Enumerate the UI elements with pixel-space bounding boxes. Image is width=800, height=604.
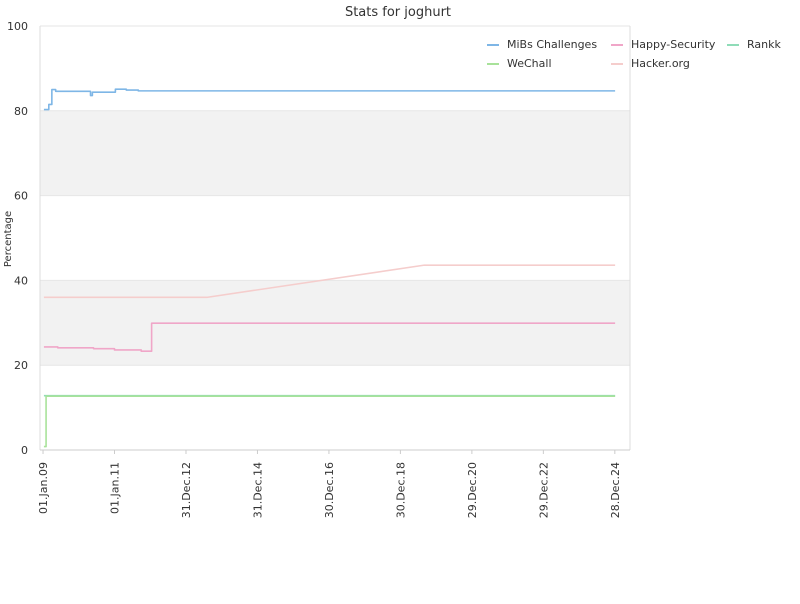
y-tick-label: 80 — [14, 105, 28, 118]
y-tick-label: 60 — [14, 190, 28, 203]
axes: 0 20 40 60 80 100 01.Jan.09 01.Jan.11 31.Dec.12 3… — [7, 20, 631, 518]
x-tick-label: 01.Jan.09 — [37, 462, 50, 514]
legend-label-wechall: WeChall — [507, 57, 552, 70]
x-tick-label: 30.Dec.18 — [394, 462, 407, 518]
legend-label-hacker-org: Hacker.org — [631, 57, 690, 70]
legend-label-happy-security: Happy-Security — [631, 38, 716, 51]
x-tick-label: 30.Dec.16 — [323, 462, 336, 518]
legend-label-rankk: Rankk — [747, 38, 781, 51]
x-tick-label: 29.Dec.22 — [537, 462, 550, 518]
series-line-wechall — [43, 395, 616, 448]
series-line-happy-security — [43, 322, 616, 353]
y-tick-label: 40 — [14, 274, 28, 287]
y-tick-label: 0 — [21, 444, 28, 457]
x-tick-label: 31.Dec.14 — [251, 462, 264, 518]
plot-bands — [40, 110, 630, 366]
legend: MiBs Challenges Happy-Security Rankk WeChal… — [487, 38, 781, 70]
x-tick-label: 31.Dec.12 — [180, 462, 193, 518]
x-tick-label: 01.Jan.11 — [109, 462, 122, 514]
chart-title: Stats for joghurt — [345, 5, 451, 20]
series-layer — [43, 88, 616, 448]
y-tick-label: 100 — [7, 20, 28, 33]
series-line-mibs-challenges — [43, 88, 616, 111]
plot-band — [40, 110, 630, 196]
x-tick-label: 28.Dec.24 — [609, 462, 622, 518]
legend-label-mibs-challenges: MiBs Challenges — [507, 38, 597, 51]
y-tick-label: 20 — [14, 359, 28, 372]
y-axis-label: Percentage — [3, 211, 14, 267]
series-line-hacker-org — [43, 264, 616, 299]
x-tick-label: 29.Dec.20 — [466, 462, 479, 518]
